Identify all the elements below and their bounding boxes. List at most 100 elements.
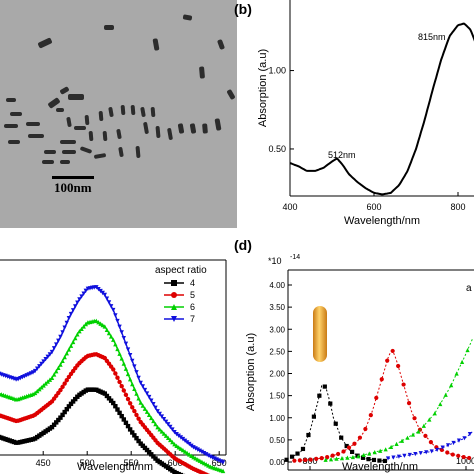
chart-c-series-6-point [51, 372, 57, 377]
chart-c-series-7-point [100, 290, 105, 296]
chart-c-series-6-point [96, 320, 101, 325]
chart-c-series-6-point [189, 453, 194, 458]
chart-c-legend-marker-4 [171, 280, 177, 286]
chart-c-series-6-point [140, 403, 146, 408]
chart-c-series-6-point [121, 361, 127, 366]
chart-c-series-7-point [206, 453, 211, 458]
chart-d-series-black-point [300, 446, 306, 452]
chart-d-series-red-point [423, 433, 428, 438]
chart-d-series-red-point [428, 439, 433, 445]
chart-c-series-4-point [115, 407, 120, 412]
chart-c-series-6-point [30, 391, 36, 397]
chart-c-series-7-point [146, 394, 152, 400]
chart-d-series-blue-point [435, 447, 440, 453]
chart-d-x-tick-label: 1000 [456, 456, 474, 466]
chart-c-series-7-point [60, 330, 65, 335]
chart-c-series-7-point [64, 320, 69, 326]
chart-d-series-black-point [333, 421, 338, 426]
chart-d-series-red-point [396, 363, 401, 369]
chart-c-series-7-point [151, 402, 156, 407]
chart-c-series-6-point [168, 437, 173, 443]
chart-d-series-red-point [357, 435, 363, 440]
chart-c-series-6-point [182, 449, 188, 454]
chart-c-series-4-point [127, 427, 133, 432]
chart-d-series-red-point [292, 458, 297, 463]
chart-d-series-black-point [328, 401, 333, 406]
chart-c-series-6-point [81, 324, 86, 329]
chart-d-series-red-point [346, 445, 352, 450]
chart-b-annotation-815: 815nm [418, 32, 446, 42]
chart-c-series-4-point [64, 407, 69, 412]
chart-d-series-green-point [345, 455, 350, 460]
chart-c-series-6-point [136, 396, 141, 401]
chart-b-x-tick-label: 600 [366, 202, 381, 212]
chart-b-y-tick-label: 0.50 [268, 144, 286, 154]
chart-c-legend-title: aspect ratio [155, 265, 207, 276]
chart-c-series-6-point [138, 400, 143, 405]
chart-c-series-6-point [75, 332, 80, 337]
chart-c-series-4-point [62, 409, 67, 415]
chart-d-series-red-point [461, 454, 466, 460]
chart-c-series-7-point [165, 422, 171, 427]
chart-d-ticks: 0.000.501.001.502.002.503.003.504.008001… [269, 281, 474, 470]
chart-c-series-7-point [201, 450, 207, 456]
chart-c-series-7-point [140, 384, 146, 389]
chart-c-series-7-point [51, 346, 57, 351]
chart-c-series-7-point [54, 342, 59, 347]
chart-c-series-5-point [134, 412, 139, 418]
chart-c-series-6-point [117, 351, 122, 356]
chart-d-series-green-point [361, 452, 366, 457]
chart-c-series-7-point [117, 324, 122, 329]
chart-c-series-7-point [70, 308, 76, 313]
chart-d-series-green-point [460, 359, 465, 364]
chart-d-series-green-point [334, 456, 339, 461]
chart-d-series-green-point [350, 454, 355, 460]
chart-c-series-6-point [123, 366, 129, 371]
chart-c-series-6-point [115, 346, 120, 352]
chart-c-series-7-point [182, 438, 188, 443]
chart-d-series-red-point [308, 457, 313, 462]
chart-d-series-green-point [421, 423, 426, 428]
chart-c-series-6-point [149, 415, 154, 421]
chart-d-y-tick-label: 1.50 [269, 392, 285, 401]
chart-d-series-green-point [339, 456, 345, 461]
chart-d-series-green-line [325, 337, 474, 461]
chart-d-series-red-point [335, 451, 341, 457]
chart-c-series-6-point [98, 321, 103, 326]
chart-c-series-6-point [43, 381, 48, 386]
chart-d-series-black-point [377, 458, 382, 463]
chart-c-series-5-point [111, 367, 116, 372]
chart-c-series-7-point [161, 416, 167, 422]
chart-c-xlabel: Wavelength/nm [77, 461, 153, 473]
chart-c-series-7-point [106, 300, 112, 305]
chart-d-y-tick-label: 2.50 [269, 347, 285, 356]
chart-c-series-7-point [153, 405, 158, 410]
chart-c-series-7-point [83, 288, 88, 294]
chart-d-series-blue-point [385, 456, 391, 461]
chart-d-series-green-point [323, 457, 328, 462]
chart-c-series-6-point [37, 386, 42, 392]
chart-d-series-red-point [412, 416, 417, 421]
chart-c-series-4-point [104, 393, 110, 399]
chart-d-series-black-point [311, 414, 316, 419]
chart-d-series-blue-point [396, 454, 402, 459]
chart-d-series-green-point [410, 432, 416, 437]
nanorod [60, 140, 76, 144]
chart-c-series-7-point [47, 352, 53, 357]
chart-c-series-7-point [119, 330, 124, 335]
chart-c-x-tick-label: 450 [36, 458, 51, 468]
chart-c-series-4-point [178, 472, 184, 474]
chart-d-series-red-point [297, 458, 302, 463]
chart-d-series-green-point [378, 448, 383, 453]
chart-d-series-black-point [350, 449, 355, 455]
chart-d-series-blue-point [402, 453, 407, 458]
chart-c-series-6-point [104, 327, 110, 332]
chart-c-series-7-point [94, 285, 99, 290]
chart-d-series-red-point [390, 348, 395, 354]
chart-d-series-blue-point [424, 450, 429, 455]
chart-c-series-6-point [77, 329, 82, 334]
chart-d-legend-partial: a [466, 283, 472, 294]
chart-c-series-7-point [104, 296, 110, 301]
nanorod [44, 150, 56, 154]
